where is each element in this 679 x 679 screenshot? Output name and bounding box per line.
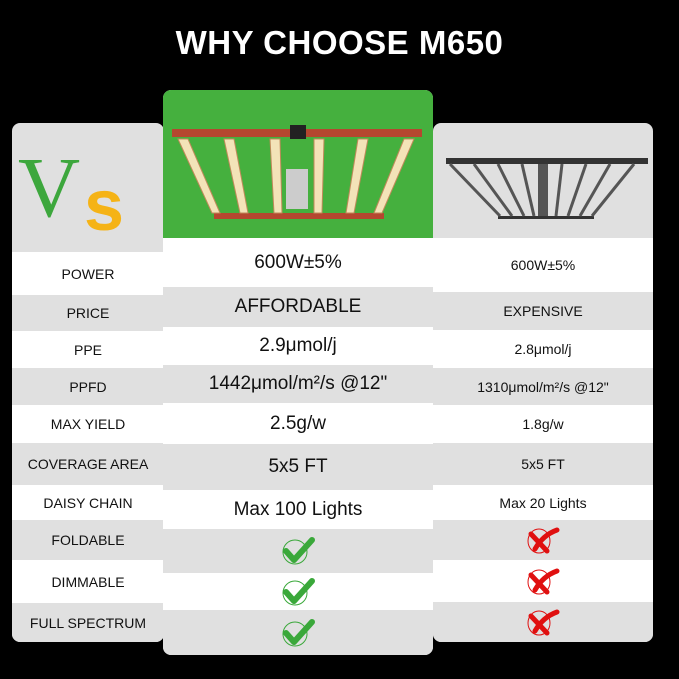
feature-value: DIMMABLE bbox=[51, 573, 125, 590]
feature-value: DAISY CHAIN bbox=[43, 494, 133, 511]
check-icon bbox=[280, 577, 316, 607]
feature-row: COVERAGE AREA bbox=[12, 443, 164, 485]
m650-row: AFFORDABLE bbox=[163, 287, 433, 327]
competitor-row: 2.8μmol/j bbox=[433, 330, 653, 368]
competitor-row: EXPENSIVE bbox=[433, 292, 653, 330]
check-icon bbox=[280, 618, 316, 648]
m650-row bbox=[163, 610, 433, 655]
cross-icon bbox=[525, 525, 561, 555]
m650-value: AFFORDABLE bbox=[234, 296, 362, 317]
page-title: WHY CHOOSE M650 bbox=[175, 24, 504, 61]
m650-column: 600W±5% AFFORDABLE 2.9μmol/j 1442μmol/m²/s … bbox=[163, 90, 433, 655]
feature-row: DIMMABLE bbox=[12, 560, 164, 603]
m650-value: 5x5 FT bbox=[268, 456, 328, 477]
competitor-column: 600W±5% EXPENSIVE 2.8μmol/j 1310μmol/m²/s @… bbox=[433, 123, 653, 642]
m650-row bbox=[163, 529, 433, 573]
m650-row: Max 100 Lights bbox=[163, 490, 433, 529]
feature-row: FOLDABLE bbox=[12, 520, 164, 560]
competitor-row bbox=[433, 520, 653, 560]
m650-row bbox=[163, 573, 433, 610]
feature-row: PPE bbox=[12, 331, 164, 368]
competitor-value: EXPENSIVE bbox=[503, 303, 583, 319]
feature-value: PPE bbox=[73, 341, 102, 358]
m650-value: 2.9μmol/j bbox=[259, 335, 337, 356]
competitor-value: 2.8μmol/j bbox=[514, 341, 572, 357]
feature-row: DAISY CHAIN bbox=[12, 485, 164, 520]
competitor-product-image bbox=[433, 123, 653, 238]
feature-value: FULL SPECTRUM bbox=[29, 614, 147, 631]
competitor-row bbox=[433, 602, 653, 642]
m650-row: 600W±5% bbox=[163, 238, 433, 287]
feature-value: POWER bbox=[61, 265, 115, 282]
m650-row: 2.5g/w bbox=[163, 403, 433, 444]
m650-value: Max 100 Lights bbox=[233, 498, 363, 520]
feature-row: POWER bbox=[12, 252, 164, 295]
competitor-row: Max 20 Lights bbox=[433, 485, 653, 520]
feature-value: MAX YIELD bbox=[50, 416, 126, 432]
competitor-row bbox=[433, 560, 653, 602]
cross-icon bbox=[525, 607, 561, 637]
feature-value: COVERAGE AREA bbox=[27, 456, 149, 472]
cross-icon bbox=[525, 566, 561, 596]
m650-value: 1442μmol/m²/s @12" bbox=[208, 373, 388, 394]
competitor-value: 5x5 FT bbox=[521, 456, 565, 472]
competitor-row: 600W±5% bbox=[433, 238, 653, 292]
m650-value: 600W±5% bbox=[254, 251, 342, 273]
competitor-value: Max 20 Lights bbox=[499, 494, 587, 511]
feature-row: FULL SPECTRUM bbox=[12, 603, 164, 642]
m650-row: 2.9μmol/j bbox=[163, 327, 433, 365]
competitor-row: 5x5 FT bbox=[433, 443, 653, 485]
competitor-row: 1.8g/w bbox=[433, 405, 653, 443]
feature-value: PRICE bbox=[66, 305, 110, 321]
m650-row: 5x5 FT bbox=[163, 444, 433, 490]
competitor-row: 1310μmol/m²/s @12" bbox=[433, 368, 653, 405]
competitor-value: 1310μmol/m²/s @12" bbox=[477, 378, 609, 395]
check-icon bbox=[280, 536, 316, 566]
m650-value: 2.5g/w bbox=[270, 412, 326, 434]
competitor-value: 1.8g/w bbox=[522, 416, 564, 432]
feature-row: PPFD bbox=[12, 368, 164, 405]
feature-row: PRICE bbox=[12, 295, 164, 331]
competitor-value: 600W±5% bbox=[510, 257, 576, 273]
m650-row: 1442μmol/m²/s @12" bbox=[163, 365, 433, 403]
feature-value: PPFD bbox=[69, 378, 107, 395]
m650-product-image bbox=[163, 90, 433, 238]
feature-value: FOLDABLE bbox=[51, 532, 125, 548]
feature-row: MAX YIELD bbox=[12, 405, 164, 443]
